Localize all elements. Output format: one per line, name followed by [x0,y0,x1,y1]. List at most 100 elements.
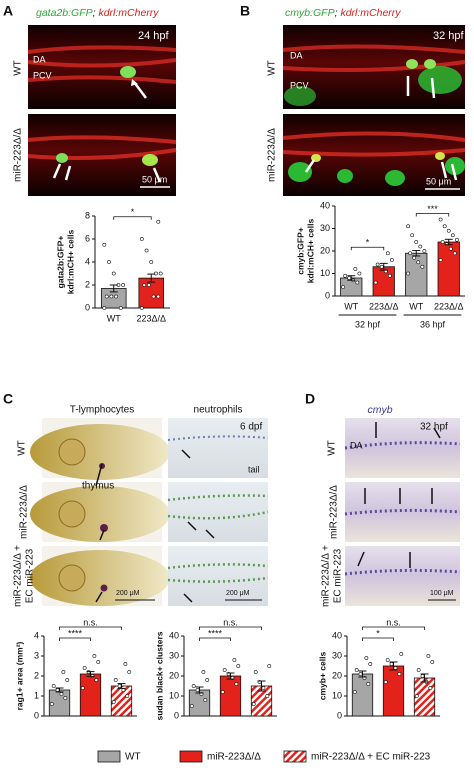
y-tick-label: 20 [169,670,179,680]
x-tick-label: WT [409,301,423,311]
micrograph-grid [344,418,461,606]
scale-bar-label: 200 μM [226,590,250,597]
image-label: DA [350,440,363,450]
data-point [267,664,272,668]
significance-label: * [376,628,380,638]
y-tick-label: 40 [332,630,342,640]
data-point [113,678,118,682]
image-label: PCV [290,80,309,90]
data-point [420,674,425,678]
data-point [353,267,358,271]
data-point [375,262,380,267]
data-point [428,686,433,690]
y-tick-label: 10 [320,268,330,278]
panel-letter: B [240,3,250,19]
significance-bracket [362,626,425,630]
significance-bracket [199,626,262,630]
title-green: cmyb:GFP [285,7,335,19]
data-point [114,294,119,299]
data-point [385,251,390,256]
micrograph [27,25,177,109]
data-point [265,694,270,698]
panel-title: cmyb [367,404,392,416]
significance-bracket [362,637,394,641]
y-tick-label: 8 [85,210,90,220]
data-point [352,690,357,694]
data-point [397,672,402,676]
y-tick-label: 20 [332,670,342,680]
data-point [393,666,398,670]
data-point [406,271,410,276]
data-point [61,670,66,674]
significance-label: **** [208,628,223,638]
title-green: gata2b:GFP [36,7,93,19]
data-point [253,670,258,674]
y-tick-label: 20 [320,245,330,255]
row-label: miR-223Δ/Δ [13,128,24,182]
data-point [347,276,352,280]
legend-label: miR-223Δ/Δ [207,752,261,763]
row-label: WT [267,60,278,76]
data-point [399,652,404,656]
row-label: EC miR-223 [25,548,36,603]
y-tick-label: 40 [320,200,330,210]
data-point [442,224,447,229]
y-tick-label: 3 [34,650,39,660]
significance-label: * [131,207,135,217]
y-tick-label: 30 [169,650,179,660]
data-point [158,271,163,276]
scale-bar-label: 50 μm [142,174,167,184]
panel-title: gata2b:GFP; kdrl:mCherry [36,7,159,19]
data-point [55,688,60,692]
data-point [414,694,419,698]
y-tick-label: 10 [169,690,179,700]
y-tick-label: 40 [169,630,179,640]
data-point [426,654,431,658]
data-point [195,688,200,692]
micrograph [282,25,466,109]
data-point [94,678,99,682]
significance-label: n.s. [223,617,238,627]
data-point [118,306,123,310]
micrograph-grid [30,418,269,606]
significance-bracket [59,637,91,641]
y-axis-label: kdrl:mCH+ cells [305,218,315,283]
data-point [234,682,239,686]
row-label: miR-223Δ/Δ [329,485,340,539]
significance-label: n.s. [386,617,401,627]
data-point [146,283,151,287]
image-label: PCV [33,70,52,80]
y-axis-label: kdrl:mCH+ cells [65,229,75,294]
y-axis-label: rag1+ area (mm²) [14,641,24,710]
image-label: 24 hpf [138,30,170,42]
y-axis-label: cmyb:GFP+ [295,227,305,275]
data-point [51,684,56,688]
y-tick-label: 0 [325,290,330,300]
data-point [366,682,371,686]
group-label: 32 hpf [355,319,381,329]
title-red: kdrl:mCherry [98,7,159,19]
y-axis-label: cmyb+ cells [317,652,327,701]
data-point [455,237,459,242]
data-point [438,217,443,222]
y-tick-label: 10 [332,690,342,700]
y-tick-label: 0 [337,710,342,720]
scale-bar-label: 50 μm [426,176,451,186]
data-point [368,662,373,666]
data-point [232,658,237,662]
title-sep: ; [335,7,341,19]
data-point [446,228,451,233]
column-header: T-lymphocytes [70,405,134,416]
scale-bar-label: 100 μM [430,590,454,597]
row-label: WT [13,60,24,76]
y-tick-label: 2 [85,279,90,289]
significance-label: **** [68,628,83,638]
data-point [236,664,241,668]
significance-bracket [59,626,122,630]
row-label: WT [327,440,338,456]
data-point [410,233,415,238]
bar [437,241,460,297]
legend-swatch [179,750,203,763]
data-point [142,283,147,287]
